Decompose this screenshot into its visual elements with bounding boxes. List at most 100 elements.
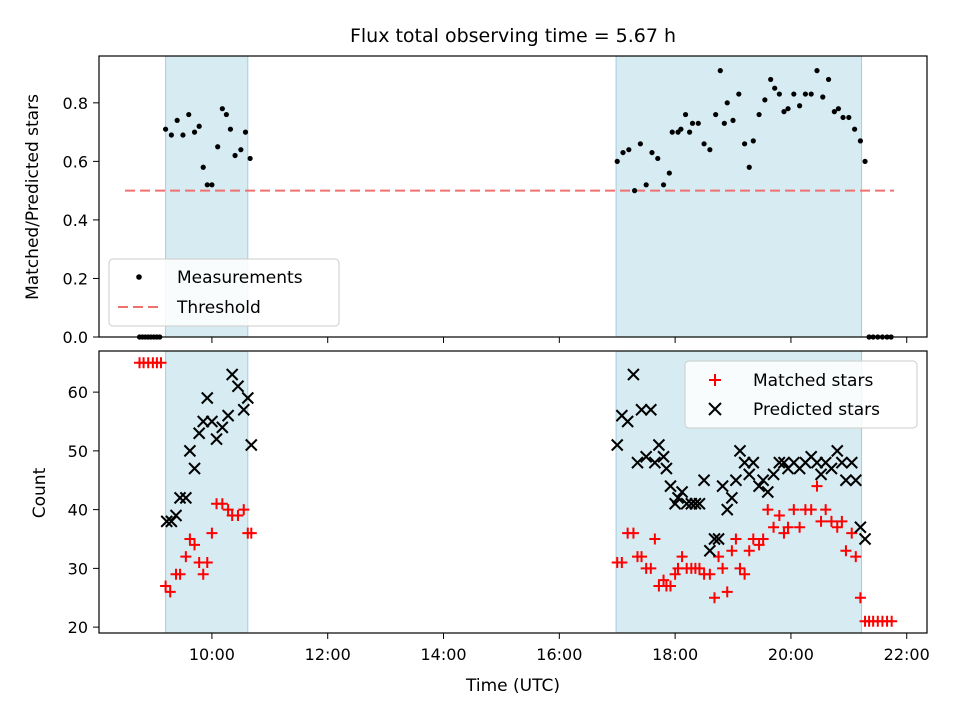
legend-predicted-marker: [708, 402, 722, 416]
measurement-point: [174, 117, 180, 123]
measurement-point: [247, 155, 253, 162]
measurement-point: [614, 158, 620, 164]
legend-predicted-label: Predicted stars: [753, 400, 880, 420]
measurement-point: [756, 111, 762, 118]
measurement-point: [232, 152, 238, 159]
matched-point: [717, 562, 729, 574]
predicted-point: [192, 427, 206, 440]
matched-point: [189, 539, 201, 551]
y-tick-label: 20: [68, 618, 88, 637]
measurement-point: [631, 188, 638, 194]
matched-point: [762, 504, 774, 516]
x-tick-label: 18:00: [652, 645, 698, 664]
matched-point: [649, 533, 661, 545]
measurement-point: [682, 111, 689, 118]
y-tick-label: 0.4: [63, 211, 88, 230]
predicted-point: [639, 450, 653, 463]
predicted-point: [849, 474, 862, 487]
matched-point: [850, 551, 862, 563]
predicted-point: [664, 479, 677, 493]
predicted-point: [671, 491, 685, 505]
matched-point: [825, 515, 837, 527]
matched-point: [773, 510, 785, 521]
predicted-point: [767, 468, 780, 481]
measurement-point: [219, 106, 225, 112]
predicted-point: [173, 491, 187, 505]
predicted-point: [854, 521, 867, 534]
predicted-point: [621, 415, 634, 428]
y-axis-label-ratio: Matched/Predicted stars: [23, 94, 43, 300]
measurement-point: [750, 138, 756, 144]
measurement-point: [791, 91, 797, 97]
measurement-point: [637, 141, 643, 147]
predicted-point: [733, 444, 747, 458]
measurement-point: [742, 141, 748, 147]
matched-point: [664, 580, 676, 592]
panel-ratio: 0.00.20.40.60.8 Matched/Predicted stars …: [23, 55, 928, 347]
measurement-point: [840, 114, 846, 121]
y-tick-label: 40: [68, 501, 88, 520]
matched-point: [164, 586, 176, 598]
x-axis-label: Time (UTC): [465, 676, 560, 696]
measurement-point: [223, 111, 229, 118]
matched-point: [222, 504, 234, 516]
matched-point: [616, 557, 628, 568]
predicted-point: [756, 474, 770, 487]
legend-measurements-label: Measurements: [177, 268, 303, 288]
predicted-point: [693, 497, 706, 510]
matched-point: [753, 539, 765, 551]
y-tick-label: 30: [68, 559, 88, 578]
measurement-point: [701, 141, 707, 147]
predicted-point: [627, 368, 640, 381]
matched-point: [669, 568, 681, 580]
measurement-point: [695, 120, 701, 126]
predicted-point: [660, 462, 673, 475]
matched-point: [768, 521, 780, 533]
measurement-point: [186, 111, 192, 118]
predicted-point: [216, 421, 229, 434]
matched-point: [232, 510, 244, 521]
matched-point: [836, 515, 848, 527]
matched-point: [704, 568, 716, 580]
measurement-point: [162, 126, 169, 132]
x-tick-label: 12:00: [305, 645, 351, 664]
predicted-point: [179, 491, 193, 505]
matched-point: [216, 498, 228, 510]
y-tick-label: 0.0: [63, 328, 88, 347]
measurement-point: [762, 97, 768, 103]
x-tick-label: 20:00: [768, 645, 814, 664]
measurement-point: [689, 120, 696, 126]
predicted-point: [773, 456, 786, 469]
legend-ratio-box: [108, 258, 340, 327]
measurement-point: [643, 182, 649, 188]
predicted-point: [657, 450, 670, 463]
predicted-point: [221, 409, 235, 422]
measurement-point: [852, 126, 858, 132]
x-tick-label: 16:00: [536, 645, 582, 664]
measurement-point: [707, 147, 713, 153]
legend-matched-marker: [709, 374, 721, 386]
predicted-point: [644, 403, 658, 416]
chart-title: Flux total observing time = 5.67 h: [350, 25, 676, 47]
measurement-point: [846, 114, 852, 121]
matched-point: [734, 562, 746, 574]
matched-point: [788, 504, 800, 516]
y-tick-label: 0.8: [63, 94, 88, 113]
predicted-point: [210, 432, 223, 446]
predicted-point: [245, 438, 258, 452]
predicted-point: [858, 532, 872, 546]
predicted-point: [743, 468, 756, 481]
predicted-point: [839, 474, 853, 487]
matched-point: [794, 521, 806, 533]
matched-point: [805, 504, 817, 516]
predicted-point: [675, 485, 689, 499]
matched-point: [739, 568, 751, 580]
predicted-point: [721, 503, 734, 516]
measurement-point: [191, 129, 198, 135]
matched-point: [747, 533, 759, 545]
matched-point: [730, 533, 742, 545]
predicted-point: [652, 438, 666, 452]
panel-ratio-frame: [98, 55, 928, 338]
measurement-point: [669, 129, 675, 135]
